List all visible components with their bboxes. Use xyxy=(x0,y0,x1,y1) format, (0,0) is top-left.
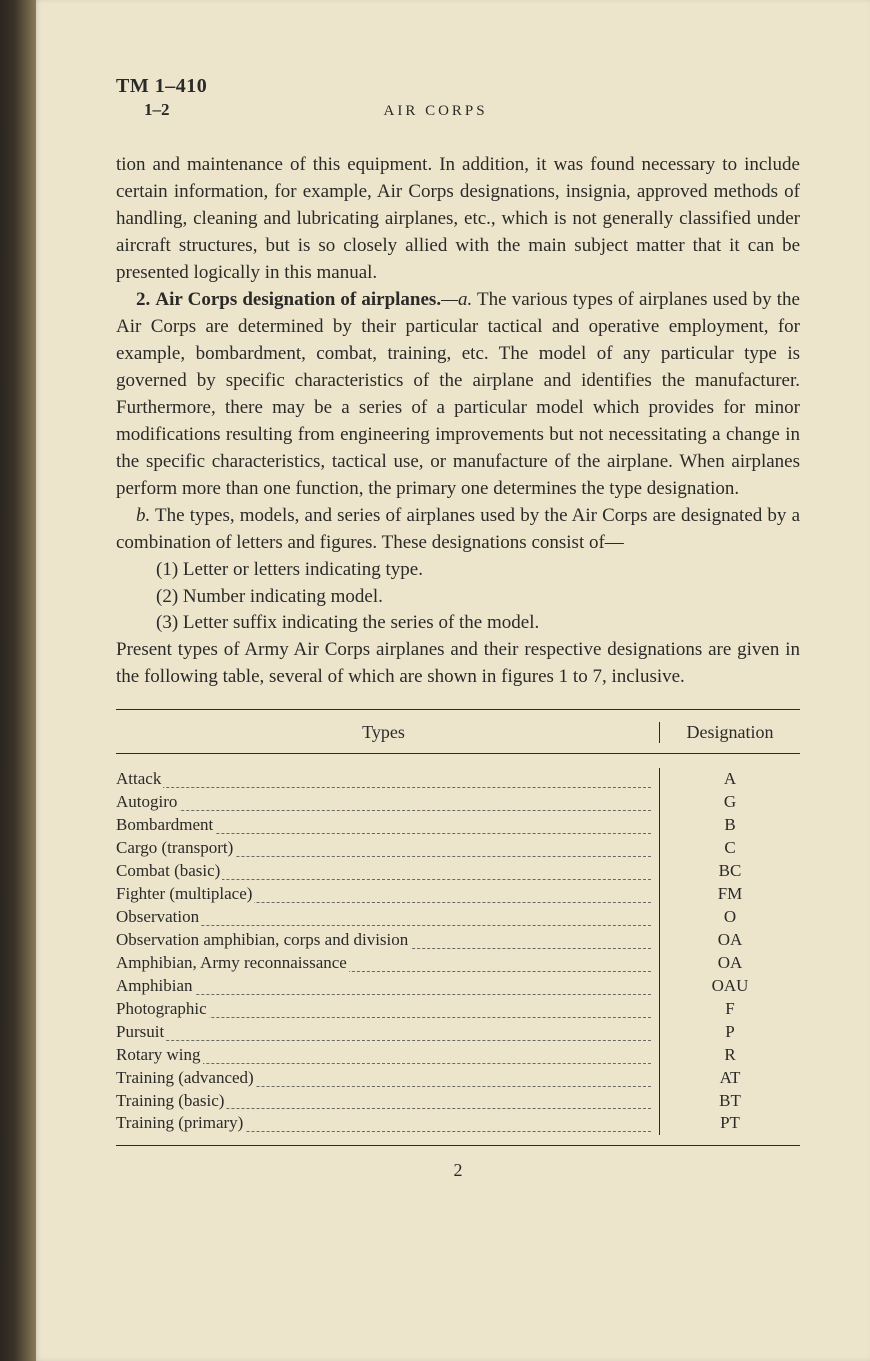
table-row: Pursuit P xyxy=(116,1021,800,1044)
type-label: Amphibian xyxy=(116,976,195,995)
tm-number: TM 1–410 xyxy=(116,75,207,97)
table-row: Combat (basic) BC xyxy=(116,860,800,883)
col-head-designation: Designation xyxy=(660,722,800,743)
type-cell: Amphibian, Army reconnaissance xyxy=(116,952,660,975)
header-row-2: 1–2 AIR CORPS xyxy=(116,100,800,120)
type-label: Autogiro xyxy=(116,792,179,811)
type-label: Amphibian, Army reconnaissance xyxy=(116,953,349,972)
type-cell: Cargo (transport) xyxy=(116,837,660,860)
table-row: Bombardment B xyxy=(116,814,800,837)
type-cell: Bombardment xyxy=(116,814,660,837)
designation-cell: FM xyxy=(660,883,800,906)
designation-cell: P xyxy=(660,1021,800,1044)
book-spine xyxy=(0,0,36,1361)
type-cell: Amphibian xyxy=(116,975,660,998)
table-row: Cargo (transport) C xyxy=(116,837,800,860)
page: TM 1–410 1–2 AIR CORPS tion and maintena… xyxy=(36,0,870,1361)
section-range: 1–2 xyxy=(144,100,170,119)
para-2-sub: —a. xyxy=(441,289,472,310)
designation-cell: AT xyxy=(660,1067,800,1090)
type-cell: Fighter (multiplace) xyxy=(116,883,660,906)
header: TM 1–410 xyxy=(116,75,800,98)
table-row: Observation O xyxy=(116,906,800,929)
type-cell: Pursuit xyxy=(116,1021,660,1044)
type-label: Observation xyxy=(116,907,201,926)
type-cell: Training (primary) xyxy=(116,1112,660,1135)
type-cell: Autogiro xyxy=(116,791,660,814)
type-cell: Observation amphibian, corps and divisio… xyxy=(116,929,660,952)
table-row: Photographic F xyxy=(116,998,800,1021)
table-row: Training (basic) BT xyxy=(116,1090,800,1113)
type-label: Pursuit xyxy=(116,1022,166,1041)
para-3: b. The types, models, and series of airp… xyxy=(116,503,800,557)
type-label: Cargo (transport) xyxy=(116,838,235,857)
para-3-sub: b. xyxy=(136,505,150,526)
type-cell: Rotary wing xyxy=(116,1044,660,1067)
type-cell: Attack xyxy=(116,768,660,791)
designation-cell: R xyxy=(660,1044,800,1067)
type-cell: Combat (basic) xyxy=(116,860,660,883)
table-row: Attack A xyxy=(116,768,800,791)
col-head-types: Types xyxy=(116,722,660,743)
designation-cell: B xyxy=(660,814,800,837)
list-item-1: (1) Letter or letters indicating type. xyxy=(116,557,800,584)
type-label: Attack xyxy=(116,769,163,788)
table-row: Autogiro G xyxy=(116,791,800,814)
designation-cell: G xyxy=(660,791,800,814)
list-item-2: (2) Number indicating model. xyxy=(116,584,800,611)
para-4: Present types of Army Air Corps airplane… xyxy=(116,637,800,691)
page-number: 2 xyxy=(116,1160,800,1181)
list-item-3: (3) Letter suffix indicating the series … xyxy=(116,610,800,637)
type-label: Combat (basic) xyxy=(116,861,222,880)
designation-cell: PT xyxy=(660,1112,800,1135)
type-label: Observation amphibian, corps and divisio… xyxy=(116,930,410,949)
type-label: Photographic xyxy=(116,999,209,1018)
type-label: Fighter (multiplace) xyxy=(116,884,254,903)
para-2: 2. Air Corps designation of airplanes.—a… xyxy=(116,287,800,503)
table-row: Amphibian OAU xyxy=(116,975,800,998)
designation-cell: OA xyxy=(660,929,800,952)
designation-cell: OAU xyxy=(660,975,800,998)
table-head: Types Designation xyxy=(116,710,800,754)
para-2-num: 2. xyxy=(136,289,150,310)
table-row: Training (primary) PT xyxy=(116,1112,800,1135)
designation-cell: O xyxy=(660,906,800,929)
type-cell: Photographic xyxy=(116,998,660,1021)
body-text: tion and maintenance of this equipment. … xyxy=(116,152,800,691)
designation-cell: C xyxy=(660,837,800,860)
table-row: Amphibian, Army reconnaissance OA xyxy=(116,952,800,975)
type-label: Bombardment xyxy=(116,815,215,834)
para-2-title: Air Corps designation of airplanes. xyxy=(155,289,441,310)
page-content: TM 1–410 1–2 AIR CORPS tion and maintena… xyxy=(36,0,870,1221)
para-1: tion and maintenance of this equipment. … xyxy=(116,152,800,287)
table-body: AttackAAutogiroGBombardmentBCargo (trans… xyxy=(116,754,800,1145)
designation-cell: BC xyxy=(660,860,800,883)
leader-dots xyxy=(116,994,651,995)
type-cell: Training (basic) xyxy=(116,1090,660,1113)
designation-cell: BT xyxy=(660,1090,800,1113)
leader-dots xyxy=(116,810,651,811)
table-row: Training (advanced) AT xyxy=(116,1067,800,1090)
table-row: Fighter (multiplace) FM xyxy=(116,883,800,906)
leader-dots xyxy=(116,787,651,788)
type-cell: Observation xyxy=(116,906,660,929)
type-cell: Training (advanced) xyxy=(116,1067,660,1090)
designation-table: Types Designation AttackAAutogiroGBombar… xyxy=(116,709,800,1146)
type-label: Training (basic) xyxy=(116,1091,226,1110)
designation-cell: A xyxy=(660,768,800,791)
leader-dots xyxy=(116,1040,651,1041)
designation-cell: F xyxy=(660,998,800,1021)
designation-cell: OA xyxy=(660,952,800,975)
type-label: Rotary wing xyxy=(116,1045,203,1064)
running-head: AIR CORPS xyxy=(384,103,488,120)
para-2-body: The various types of airplanes used by t… xyxy=(116,289,800,499)
type-label: Training (advanced) xyxy=(116,1068,256,1087)
table-row: Observation amphibian, corps and divisio… xyxy=(116,929,800,952)
table-row: Rotary wing R xyxy=(116,1044,800,1067)
para-3-body: The types, models, and series of airplan… xyxy=(116,505,800,553)
type-label: Training (primary) xyxy=(116,1113,245,1132)
